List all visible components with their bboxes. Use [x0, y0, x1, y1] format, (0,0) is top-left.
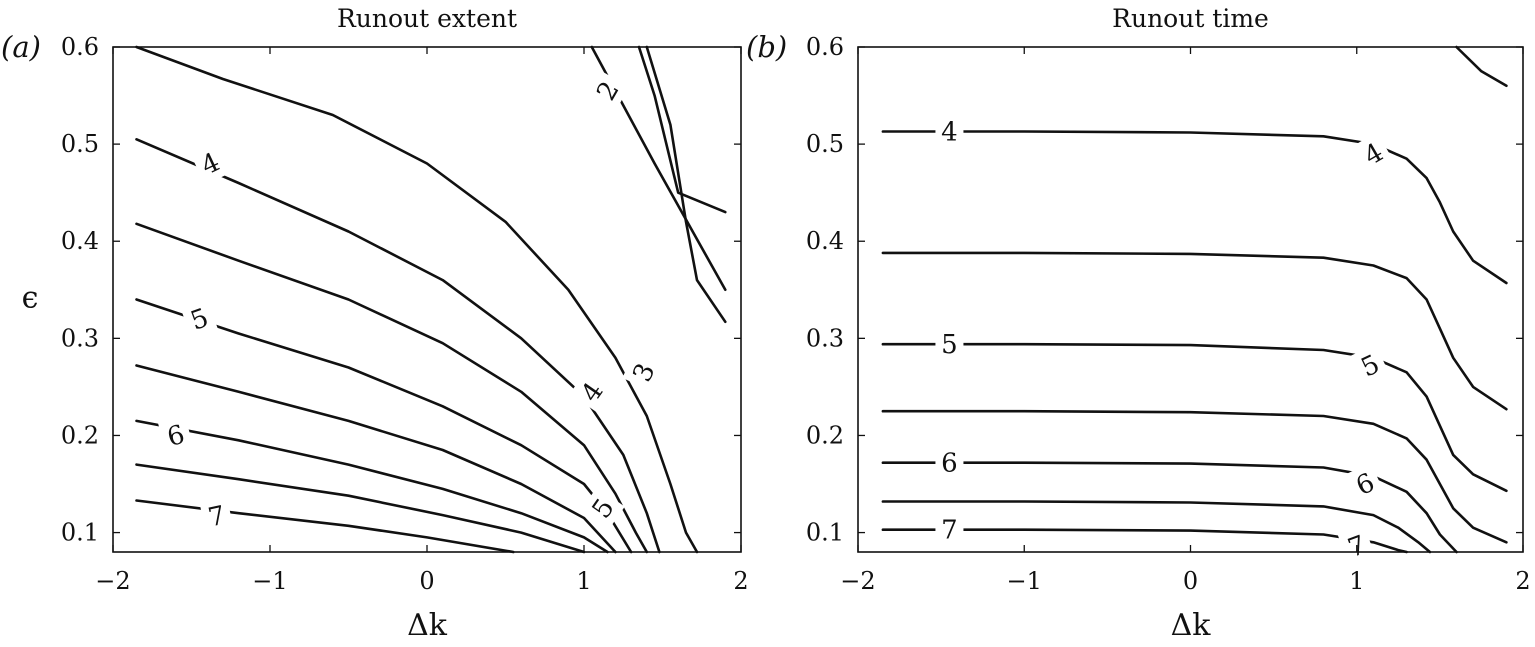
- y-tick-label: 0.5: [61, 130, 99, 158]
- y-tick-label: 0.6: [806, 33, 844, 61]
- y-tick-label: 0.2: [806, 421, 844, 449]
- contour-label-gap: [157, 415, 194, 456]
- y-tick-label: 0.4: [61, 227, 99, 255]
- x-tick-label: 2: [1515, 567, 1530, 595]
- contour-label-gap: [935, 512, 964, 547]
- contour-label-2: 5: [941, 330, 958, 360]
- contour-label-6: 6: [164, 420, 188, 453]
- contour-line-3: [881, 342, 1508, 493]
- plot-frame: [112, 46, 742, 553]
- y-tick-label: 0.1: [61, 519, 99, 547]
- contour-label-gap: [569, 370, 614, 413]
- contour-label-gap: [199, 496, 234, 536]
- contour-label-gap: [622, 352, 665, 393]
- contour-line-2: [645, 45, 727, 324]
- panel-label: (b): [746, 30, 787, 64]
- contour-line-4: [135, 138, 661, 554]
- contour-line-6: [881, 500, 1432, 554]
- contour-label-gap: [935, 445, 964, 480]
- y-tick-label: 0.4: [806, 227, 844, 255]
- contour-label-gap: [1345, 462, 1385, 506]
- y-axis-label: ϵ: [22, 281, 39, 316]
- contour-label-gap: [1352, 132, 1394, 176]
- x-tick-label: −1: [252, 567, 287, 595]
- x-tick-label: −1: [1007, 567, 1042, 595]
- contour-line-5: [135, 222, 649, 554]
- contour-label-gap: [580, 487, 625, 530]
- contour-line-2: [881, 251, 1508, 411]
- contour-label-4: 6: [941, 449, 958, 479]
- y-tick-label: 0.6: [61, 33, 99, 61]
- x-axis-label: Δk: [407, 608, 448, 643]
- contour-label-6: 7: [941, 516, 958, 546]
- chart-title: Runout extent: [337, 4, 517, 33]
- panel-label: (a): [1, 30, 41, 64]
- x-tick-label: 2: [733, 567, 748, 595]
- x-tick-label: 0: [419, 567, 434, 595]
- y-tick-label: 0.3: [806, 324, 844, 352]
- x-tick-label: −2: [840, 567, 875, 595]
- x-tick-label: 0: [1183, 567, 1198, 595]
- y-tick-label: 0.3: [61, 324, 99, 352]
- contour-line-1: [637, 45, 727, 214]
- x-tick-label: 1: [1349, 567, 1364, 595]
- contour-label-0: 4: [941, 117, 958, 147]
- contour-line-8: [135, 419, 609, 554]
- contour-line-4: [881, 409, 1508, 544]
- contour-line-3: [135, 45, 699, 554]
- y-tick-label: 0.2: [61, 421, 99, 449]
- contour-label-gap: [180, 298, 219, 340]
- y-tick-label: 0.5: [806, 130, 844, 158]
- contour-label-gap: [1350, 344, 1390, 387]
- y-tick-label: 0.1: [806, 519, 844, 547]
- contour-label-gap: [935, 327, 964, 362]
- contour-line-7: [135, 364, 617, 554]
- contour-label-gap: [935, 114, 964, 149]
- chart-title: Runout time: [1112, 4, 1269, 33]
- contour-line-7: [881, 528, 1408, 554]
- contour-line-9: [135, 463, 586, 554]
- contour-line-10: [135, 499, 515, 554]
- contour-label-gap: [585, 70, 630, 112]
- x-axis-label: Δk: [1171, 608, 1212, 643]
- x-tick-label: 1: [576, 567, 591, 595]
- contour-label-7: 7: [206, 501, 228, 534]
- contour-line-1: [881, 130, 1508, 285]
- contour-line-0: [1455, 45, 1508, 88]
- x-tick-label: −2: [95, 567, 130, 595]
- contour-label-gap: [190, 142, 231, 185]
